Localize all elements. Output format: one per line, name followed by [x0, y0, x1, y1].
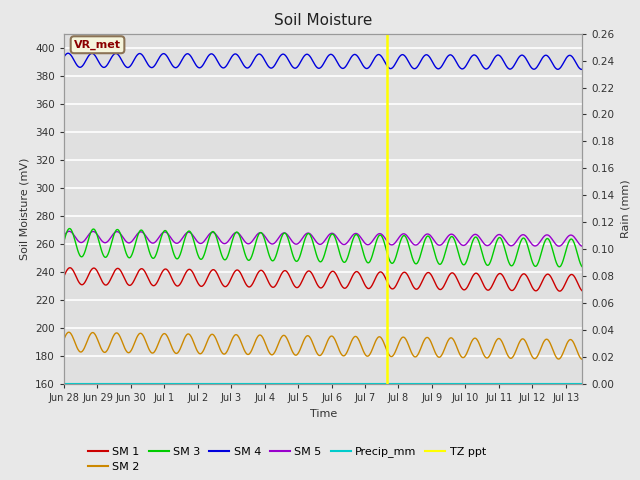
Y-axis label: Soil Moisture (mV): Soil Moisture (mV) [20, 157, 29, 260]
SM 3 [60, 238, 68, 244]
SM 5 [465, 238, 472, 244]
SM 1 [474, 272, 482, 277]
SM 5 [579, 243, 586, 249]
SM 4 [64, 50, 72, 56]
SM 1 [556, 288, 563, 294]
SM 1 [465, 282, 472, 288]
SM 2 [289, 349, 297, 355]
SM 2 [465, 346, 472, 351]
SM 4 [465, 58, 472, 64]
X-axis label: Time: Time [310, 408, 337, 419]
SM 4 [270, 63, 278, 69]
SM 3 [270, 257, 278, 263]
SM 1 [60, 273, 68, 279]
SM 4 [114, 51, 122, 57]
SM 4 [579, 66, 586, 72]
Precip_mm [113, 381, 121, 386]
Y-axis label: Rain (mm): Rain (mm) [620, 180, 630, 238]
SM 2 [474, 338, 482, 344]
Line: SM 4: SM 4 [64, 53, 582, 70]
Line: SM 2: SM 2 [64, 332, 582, 360]
SM 4 [60, 54, 68, 60]
SM 1 [289, 280, 297, 286]
SM 5 [65, 228, 73, 234]
SM 1 [114, 265, 122, 271]
SM 3 [114, 227, 122, 232]
SM 3 [579, 264, 586, 270]
SM 3 [474, 237, 482, 243]
SM 4 [474, 56, 482, 61]
SM 5 [270, 240, 278, 246]
Precip_mm [474, 381, 481, 386]
Legend: SM 1, SM 2, SM 3, SM 4, SM 5, Precip_mm, TZ ppt: SM 1, SM 2, SM 3, SM 4, SM 5, Precip_mm,… [83, 442, 490, 477]
SM 2 [270, 350, 278, 356]
Precip_mm [270, 381, 278, 386]
SM 1 [579, 288, 586, 294]
SM 5 [60, 233, 68, 239]
SM 2 [114, 330, 122, 336]
SM 3 [289, 252, 297, 258]
Line: SM 1: SM 1 [64, 268, 582, 291]
Title: Soil Moisture: Soil Moisture [274, 13, 372, 28]
SM 5 [474, 233, 482, 239]
SM 1 [270, 284, 278, 290]
SM 2 [579, 357, 586, 362]
Precip_mm [465, 381, 472, 386]
SM 2 [60, 336, 68, 342]
Precip_mm [60, 381, 68, 386]
Precip_mm [289, 381, 296, 386]
SM 2 [65, 329, 72, 335]
SM 4 [578, 67, 586, 72]
Text: VR_met: VR_met [74, 40, 121, 50]
SM 5 [114, 229, 122, 235]
SM 2 [417, 346, 424, 352]
Line: SM 5: SM 5 [64, 231, 582, 246]
SM 1 [66, 265, 74, 271]
SM 3 [66, 226, 74, 231]
SM 4 [289, 64, 297, 70]
SM 5 [289, 240, 297, 245]
SM 5 [417, 238, 424, 244]
Precip_mm [579, 381, 586, 386]
Line: SM 3: SM 3 [64, 228, 582, 267]
SM 3 [417, 252, 424, 258]
SM 1 [417, 282, 424, 288]
SM 4 [417, 59, 424, 64]
Precip_mm [416, 381, 424, 386]
SM 3 [465, 252, 472, 257]
